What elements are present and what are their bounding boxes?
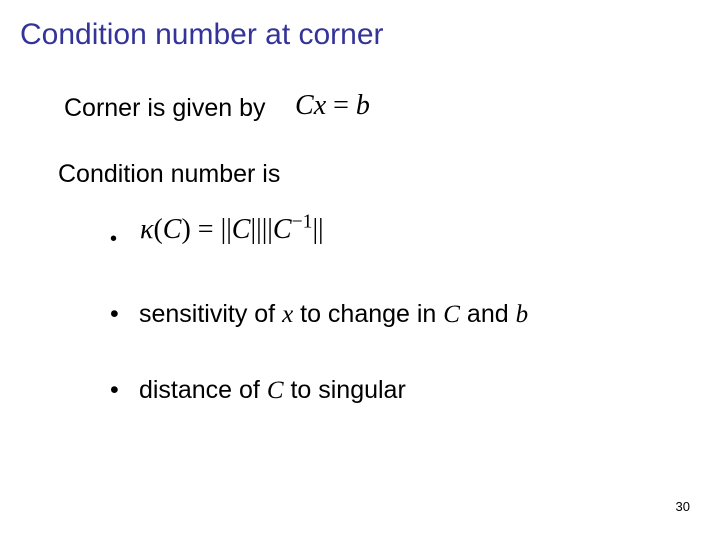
bullet-marker-icon: • (110, 228, 117, 251)
bullet-distance: • distance of C to singular (110, 376, 406, 405)
slide: Condition number at corner Corner is giv… (0, 0, 720, 540)
equation-kappa-c: κ(C) = ||C||||C−1|| (140, 214, 324, 246)
corner-given-by-text: Corner is given by (64, 94, 265, 123)
condition-number-is-text: Condition number is (58, 160, 280, 189)
bullet-sensitivity: • sensitivity of x to change in C and b (110, 300, 528, 329)
page-number: 30 (676, 499, 690, 514)
bullet-marker-icon: • (110, 300, 132, 329)
slide-title: Condition number at corner (20, 18, 384, 52)
bullet-sensitivity-text: sensitivity of x to change in C and b (139, 300, 528, 328)
bullet-distance-text: distance of C to singular (139, 376, 406, 404)
equation-cx-equals-b: Cx = b (295, 90, 370, 122)
bullet-marker-icon: • (110, 376, 132, 405)
